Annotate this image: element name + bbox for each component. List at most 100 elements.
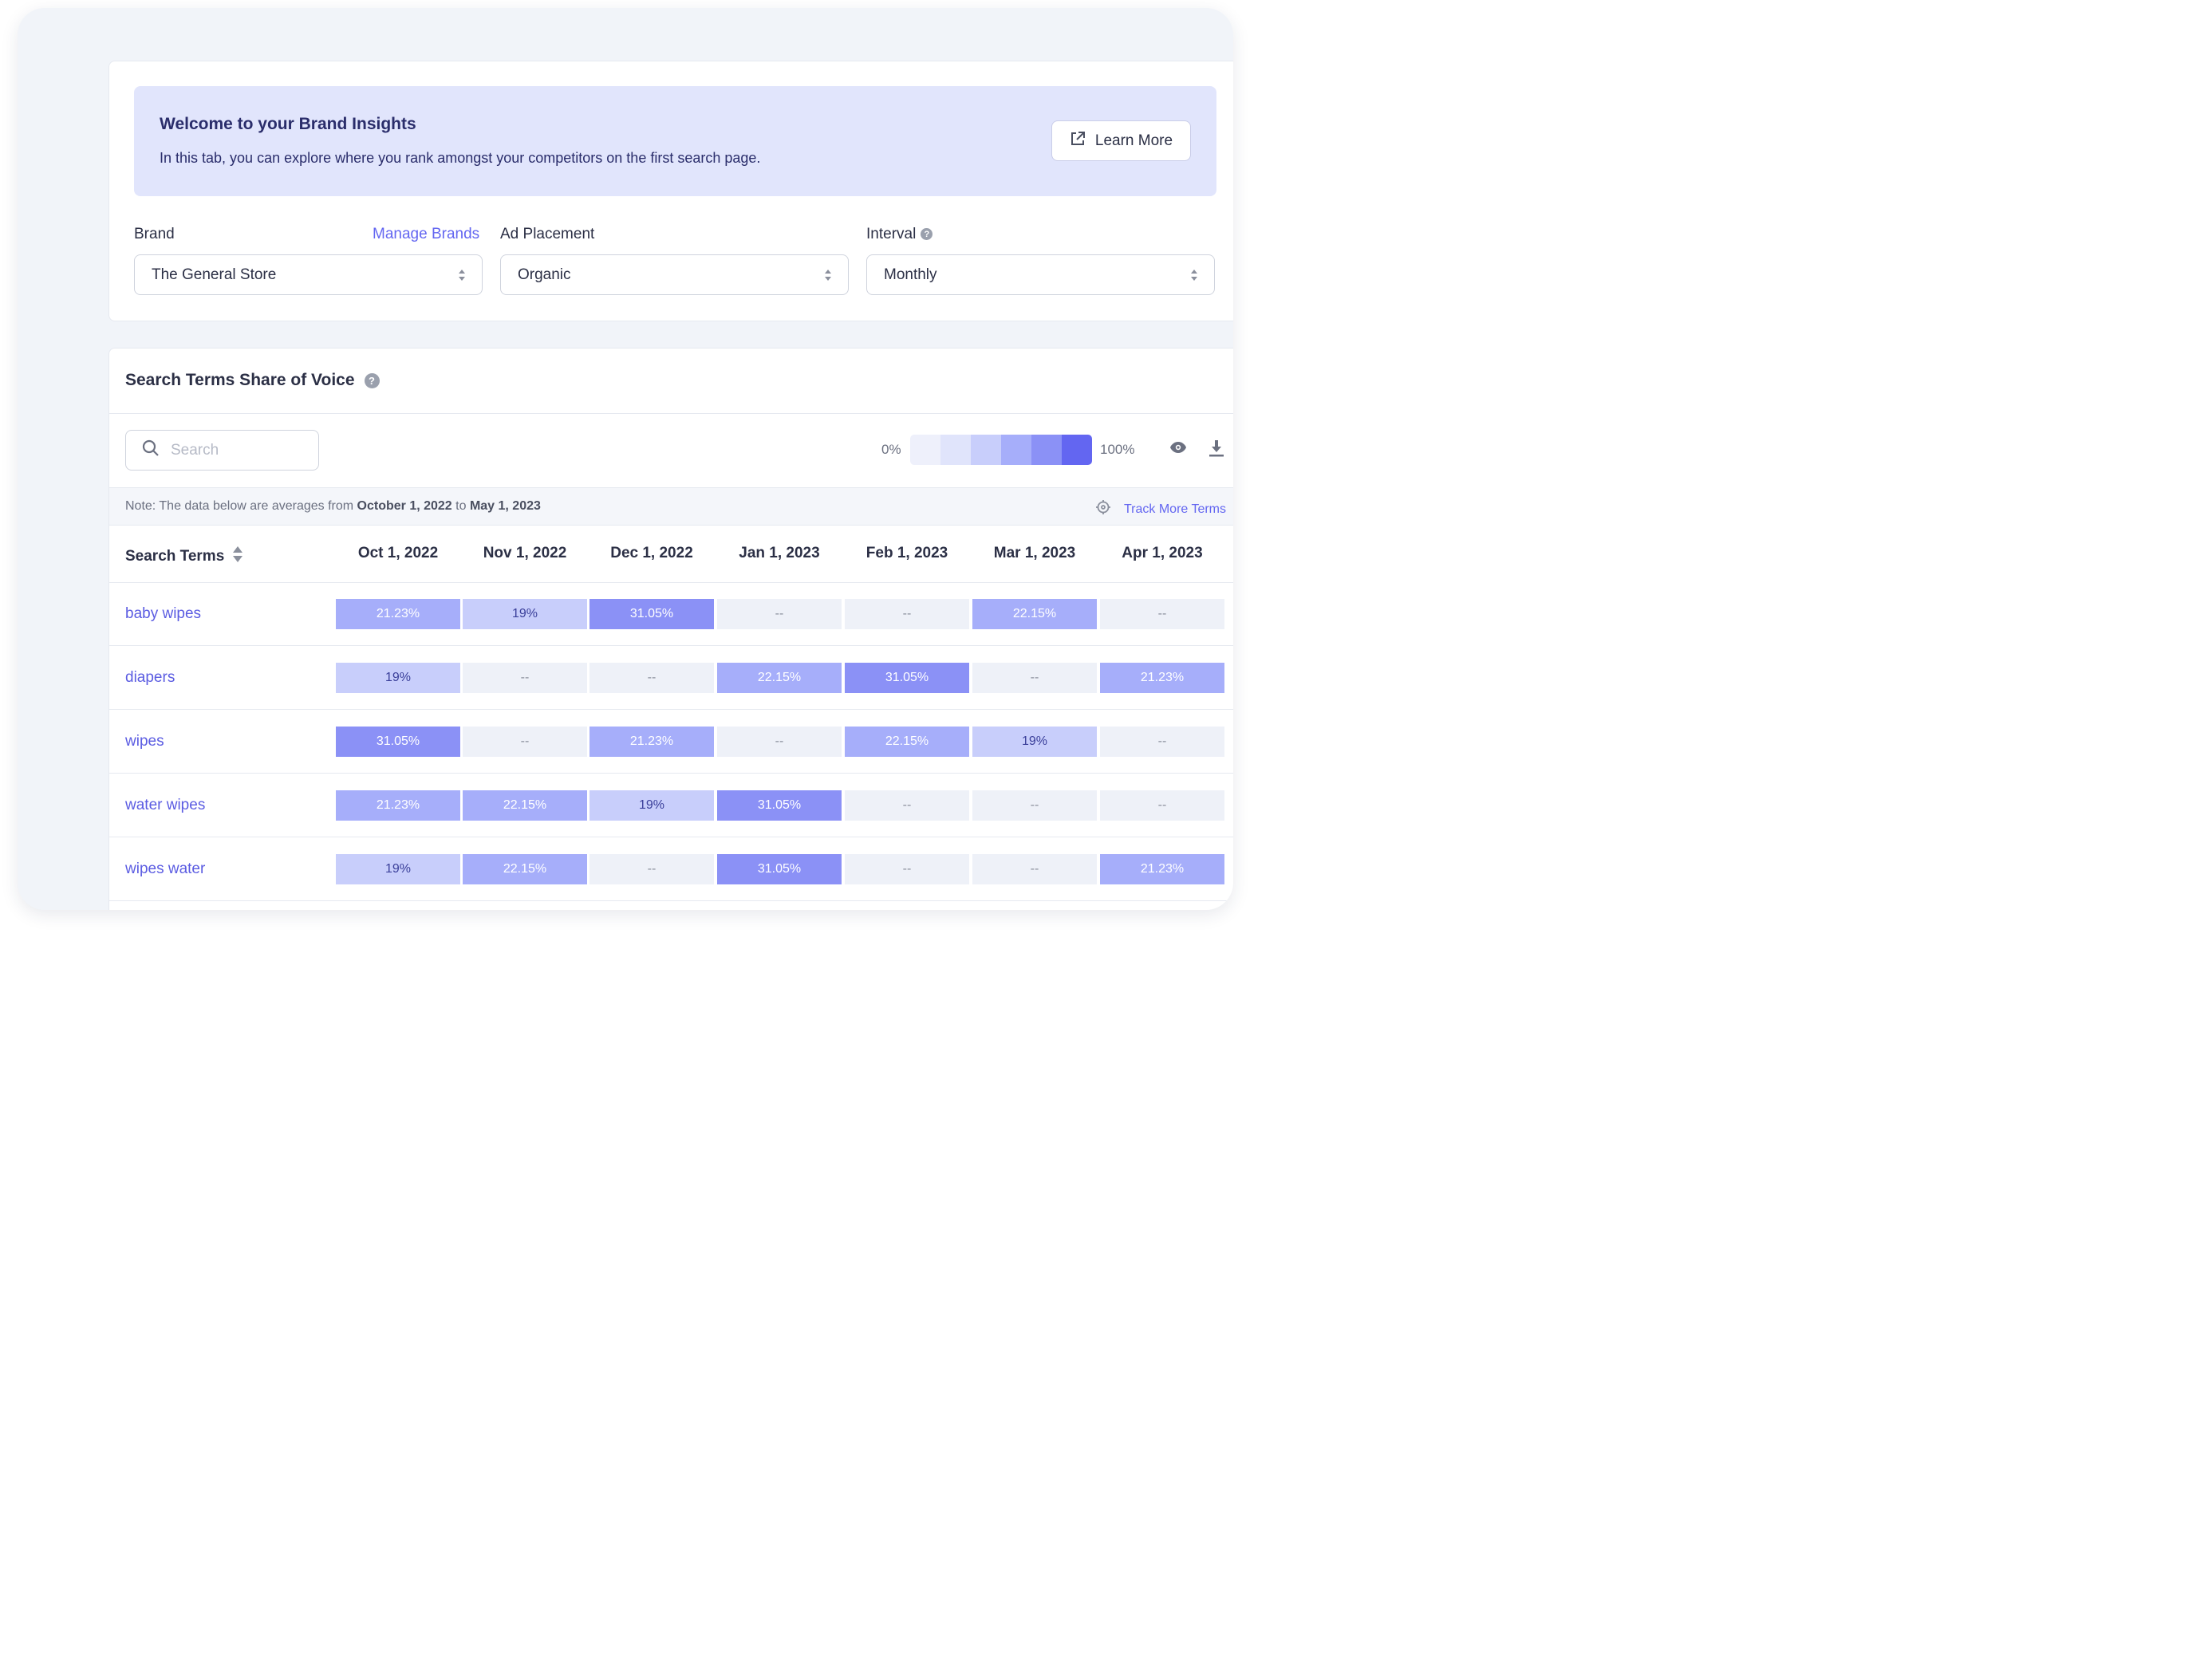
divider	[109, 582, 1233, 583]
app-frame: Welcome to your Brand Insights In this t…	[18, 8, 1233, 910]
share-cell: --	[1100, 599, 1224, 629]
search-input[interactable]	[169, 440, 308, 460]
share-cell: 21.23%	[336, 599, 460, 629]
banner-title: Welcome to your Brand Insights	[160, 115, 416, 133]
ad-placement-label: Ad Placement	[500, 226, 595, 242]
sort-caret-icon	[824, 268, 832, 287]
share-cell: --	[1100, 790, 1224, 821]
interval-value: Monthly	[884, 266, 937, 283]
row-divider	[109, 900, 1233, 901]
color-scale-legend	[910, 435, 1092, 465]
share-cell: 19%	[589, 790, 714, 821]
sort-icon	[232, 545, 243, 569]
sort-caret-icon	[458, 268, 466, 287]
track-more-terms-link[interactable]: Track More Terms	[1095, 499, 1226, 519]
share-cell: 22.15%	[972, 599, 1097, 629]
share-cell: 21.23%	[589, 727, 714, 757]
search-term-link[interactable]: diapers	[125, 669, 175, 686]
scale-step	[971, 435, 1001, 465]
share-cell: 21.23%	[1100, 854, 1224, 884]
scale-step	[910, 435, 940, 465]
ad-placement-select[interactable]: Organic	[500, 254, 849, 295]
brand-label: Brand	[134, 226, 175, 242]
search-term-link[interactable]: baby wipes	[125, 605, 202, 622]
track-more-label: Track More Terms	[1123, 502, 1226, 516]
share-cell: --	[845, 854, 969, 884]
divider	[109, 413, 1233, 414]
scale-step	[1001, 435, 1031, 465]
scale-step	[940, 435, 971, 465]
row-divider	[109, 645, 1233, 646]
ad-placement-value: Organic	[518, 266, 571, 283]
share-cell: 19%	[463, 599, 587, 629]
share-cell: 22.15%	[845, 727, 969, 757]
column-header: Dec 1, 2022	[610, 545, 693, 561]
search-icon	[142, 439, 160, 461]
note-text: Note: The data below are averages from O…	[125, 499, 541, 514]
search-term-link[interactable]: wipes water	[125, 860, 206, 877]
scale-step	[1062, 435, 1092, 465]
manage-brands-link[interactable]: Manage Brands	[373, 226, 480, 242]
share-cell: 19%	[336, 854, 460, 884]
column-header: Feb 1, 2023	[865, 545, 948, 561]
share-cell: 31.05%	[717, 854, 842, 884]
share-cell: --	[589, 854, 714, 884]
share-cell: --	[717, 727, 842, 757]
column-header: Nov 1, 2022	[483, 545, 567, 561]
note-row: Note: The data below are averages from O…	[109, 487, 1233, 526]
share-cell: --	[1100, 727, 1224, 757]
share-cell: 22.15%	[717, 663, 842, 693]
share-cell: --	[463, 727, 587, 757]
help-icon[interactable]: ?	[921, 228, 933, 241]
note-start-date: October 1, 2022	[357, 499, 452, 513]
sort-caret-icon	[1190, 268, 1198, 287]
crosshair-icon	[1095, 499, 1111, 519]
note-mid: to	[451, 499, 470, 513]
learn-more-button[interactable]: Learn More	[1051, 120, 1191, 161]
share-cell: 19%	[972, 727, 1097, 757]
share-cell: 31.05%	[589, 599, 714, 629]
share-cell: --	[972, 854, 1097, 884]
external-link-icon	[1070, 131, 1086, 152]
share-cell: 21.23%	[336, 790, 460, 821]
search-terms-header[interactable]: Search Terms	[125, 545, 243, 569]
interval-label: Interval	[866, 226, 917, 242]
brand-filters-card: Welcome to your Brand Insights In this t…	[108, 61, 1233, 321]
scale-max-label: 100%	[1100, 442, 1135, 457]
brand-select-value: The General Store	[152, 266, 277, 283]
search-terms-header-label: Search Terms	[125, 548, 225, 565]
column-header: Oct 1, 2022	[357, 545, 439, 561]
help-icon[interactable]: ?	[364, 372, 380, 388]
column-header: Apr 1, 2023	[1122, 545, 1203, 561]
eye-icon[interactable]	[1169, 441, 1187, 458]
column-header: Jan 1, 2023	[739, 545, 820, 561]
share-cell: --	[589, 663, 714, 693]
search-term-link[interactable]: wipes	[125, 733, 164, 750]
scale-step	[1031, 435, 1062, 465]
share-cell: --	[717, 599, 842, 629]
section-title-wrap: Search Terms Share of Voice ?	[125, 371, 380, 390]
interval-label-wrap: Interval?	[866, 226, 933, 243]
welcome-banner: Welcome to your Brand Insights In this t…	[134, 86, 1216, 196]
share-cell: 22.15%	[463, 854, 587, 884]
column-header: Mar 1, 2023	[993, 545, 1076, 561]
brand-select[interactable]: The General Store	[134, 254, 483, 295]
interval-select[interactable]: Monthly	[866, 254, 1215, 295]
share-of-voice-card: Search Terms Share of Voice ? 0% 100%	[108, 348, 1233, 910]
share-cell: 31.05%	[336, 727, 460, 757]
share-cell: --	[845, 599, 969, 629]
note-prefix: Note: The data below are averages from	[125, 499, 357, 513]
learn-more-label: Learn More	[1094, 132, 1173, 149]
section-title: Search Terms Share of Voice	[125, 371, 355, 389]
scale-min-label: 0%	[881, 442, 901, 457]
share-cell: 22.15%	[463, 790, 587, 821]
search-box[interactable]	[125, 430, 319, 471]
search-term-link[interactable]: water wipes	[125, 797, 206, 813]
row-divider	[109, 773, 1233, 774]
share-cell: 31.05%	[717, 790, 842, 821]
download-icon[interactable]	[1209, 439, 1224, 461]
share-cell: 21.23%	[1100, 663, 1224, 693]
share-cell: --	[845, 790, 969, 821]
note-end-date: May 1, 2023	[469, 499, 541, 513]
share-cell: --	[463, 663, 587, 693]
